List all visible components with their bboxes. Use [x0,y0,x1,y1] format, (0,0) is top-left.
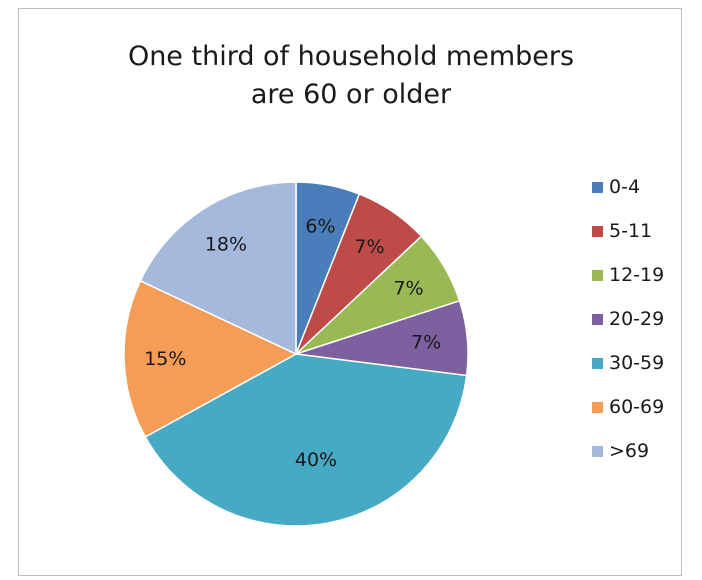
legend-label-30-59: 30-59 [609,352,665,374]
pie-label-60-69: 15% [144,348,186,370]
legend-item-over-69: >69 [592,440,664,462]
legend-item-12-19: 12-19 [592,264,664,286]
legend-label-12-19: 12-19 [609,264,665,286]
pie-label-12-19: 7% [393,277,423,299]
pie-slice-60-69 [123,279,298,438]
pie-label-5-11: 7% [354,236,384,258]
pie-label-30-59: 40% [295,449,337,471]
legend-item-60-69: 60-69 [592,396,664,418]
pie-labels: 6% 7% 7% 7% 40% 15% 18% [144,216,441,471]
legend-swatch-over-69 [592,445,603,457]
legend-label-0-4: 0-4 [609,176,641,198]
legend-swatch-20-29 [592,313,603,325]
legend-swatch-60-69 [592,401,603,413]
chart-title-line-2: are 60 or older [250,79,452,110]
legend-swatch-5-11 [592,225,603,237]
legend-item-5-11: 5-11 [592,220,664,242]
pie-slice-30-59 [144,353,468,527]
pie-label-0-4: 6% [305,216,335,238]
legend-swatch-30-59 [592,357,603,369]
legend-label-20-29: 20-29 [609,308,665,330]
legend-item-0-4: 0-4 [592,176,664,198]
legend-item-30-59: 30-59 [592,352,664,374]
legend-swatch-0-4 [592,181,603,193]
legend: 0-4 5-11 12-19 20-29 30-59 60-69 >69 [592,176,664,484]
legend-label-60-69: 60-69 [609,396,665,418]
pie-slices [123,181,469,527]
legend-swatch-12-19 [592,269,603,281]
pie-label-20-29: 7% [411,332,441,354]
legend-label-over-69: >69 [609,440,650,462]
chart-title: One third of household members are 60 or… [0,38,702,114]
pie-slice-over-69 [139,181,297,356]
pie-label-over-69: 18% [205,234,247,256]
chart-title-line-1: One third of household members [127,41,575,72]
legend-label-5-11: 5-11 [609,220,653,242]
legend-item-20-29: 20-29 [592,308,664,330]
